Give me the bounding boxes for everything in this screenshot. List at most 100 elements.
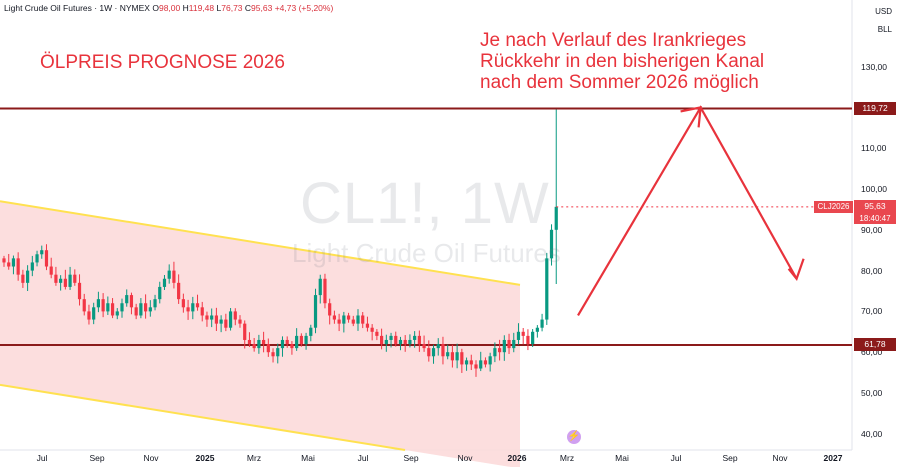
symbol-name: Light Crude Oil Futures · 1W · NYMEX — [4, 3, 150, 13]
candle — [540, 319, 544, 328]
candle — [139, 303, 143, 316]
candle — [531, 331, 535, 345]
channel-fill — [0, 201, 520, 467]
unit-label: BLL — [877, 25, 892, 34]
candle — [243, 323, 247, 340]
bar-countdown: 18:40:47 — [854, 213, 896, 225]
candle — [205, 315, 209, 320]
forecast-title: ÖLPREIS PROGNOSE 2026 — [40, 52, 285, 73]
candle — [309, 327, 313, 336]
watermark-ticker: CL1!, 1W — [300, 171, 550, 236]
candle — [276, 348, 280, 357]
forecast-arrowhead-down — [787, 258, 805, 281]
candle — [35, 254, 39, 263]
candle — [11, 258, 16, 267]
candle — [328, 303, 332, 316]
currency-unit: USD BLL — [875, 3, 892, 39]
candle — [460, 352, 464, 365]
y-tick-label: 60,00 — [861, 347, 883, 358]
candle — [346, 315, 351, 320]
candle — [200, 307, 204, 316]
candle — [120, 303, 124, 312]
y-tick-label: 110,00 — [861, 143, 887, 154]
candle — [167, 270, 171, 279]
candle — [323, 278, 327, 304]
candle — [219, 319, 223, 324]
candle — [299, 335, 303, 345]
candle — [233, 311, 237, 320]
candle — [144, 303, 148, 312]
candle — [332, 315, 336, 320]
candle — [49, 266, 53, 275]
candle — [96, 299, 100, 308]
candle — [403, 339, 407, 345]
lightning-icon[interactable]: ⚡ — [567, 430, 581, 444]
x-tick-label: Sep — [403, 453, 419, 463]
candle — [271, 352, 275, 357]
x-tick-label: Mrz — [246, 453, 262, 463]
y-tick-label: 80,00 — [861, 265, 883, 276]
candle — [493, 348, 497, 357]
candle — [186, 307, 190, 312]
candle — [446, 352, 450, 357]
y-tick-label: 100,00 — [861, 184, 887, 194]
candle — [7, 262, 11, 267]
open-value: 98,00 — [158, 3, 181, 13]
level-label-upper: 119,72 — [854, 102, 896, 116]
candle — [502, 339, 506, 353]
candle — [318, 278, 322, 296]
candle — [285, 339, 289, 345]
candle — [210, 315, 214, 320]
x-tick-label: Mai — [301, 453, 315, 463]
candle — [162, 278, 167, 287]
y-tick-label: 50,00 — [861, 388, 883, 398]
candle — [148, 307, 152, 312]
candle — [436, 344, 440, 349]
candle — [361, 315, 365, 324]
forecast-note-line-2: Rückkehr in den bisherigen Kanal — [480, 51, 765, 72]
candle — [252, 344, 256, 349]
candle — [417, 335, 421, 345]
candle — [262, 339, 266, 345]
candle — [153, 299, 157, 308]
candle — [483, 360, 488, 365]
y-tick-label: 130,00 — [861, 61, 887, 72]
candle — [77, 282, 82, 300]
candle — [469, 360, 473, 365]
forecast-note: Je nach Verlauf des Irankrieges Rückkehr… — [480, 30, 764, 93]
x-tick-label: Jul — [357, 453, 369, 463]
candle — [375, 331, 379, 336]
candle — [228, 311, 233, 328]
candle — [181, 299, 185, 308]
x-tick-label: Sep — [89, 453, 105, 463]
level-label-lower: 61,78 — [854, 338, 896, 352]
candle — [342, 315, 346, 324]
candle — [257, 339, 261, 349]
close-label: C — [244, 3, 252, 13]
candle — [488, 356, 492, 365]
x-tick-label: Nov — [772, 453, 788, 463]
candle — [266, 344, 270, 353]
last-price-symbol: CLJ2026 — [814, 200, 853, 213]
candle — [238, 319, 242, 324]
candle — [195, 303, 200, 308]
x-tick-label: Sep — [722, 453, 738, 463]
candle — [304, 335, 308, 345]
forecast-note-line-3: nach dem Sommer 2026 möglich — [480, 72, 759, 93]
x-tick-label: Mai — [615, 453, 629, 463]
currency-label: USD — [875, 7, 892, 16]
candle — [92, 307, 96, 320]
x-tick-label: Jul — [36, 453, 48, 463]
candle — [191, 303, 195, 312]
x-tick-label: Nov — [457, 453, 473, 463]
candle — [73, 274, 77, 283]
candle — [474, 364, 478, 369]
candle — [380, 335, 384, 345]
candle — [280, 339, 285, 349]
candle — [431, 348, 436, 357]
candle — [408, 339, 412, 345]
candle — [394, 335, 398, 345]
candle — [40, 250, 44, 255]
candle — [384, 339, 388, 345]
